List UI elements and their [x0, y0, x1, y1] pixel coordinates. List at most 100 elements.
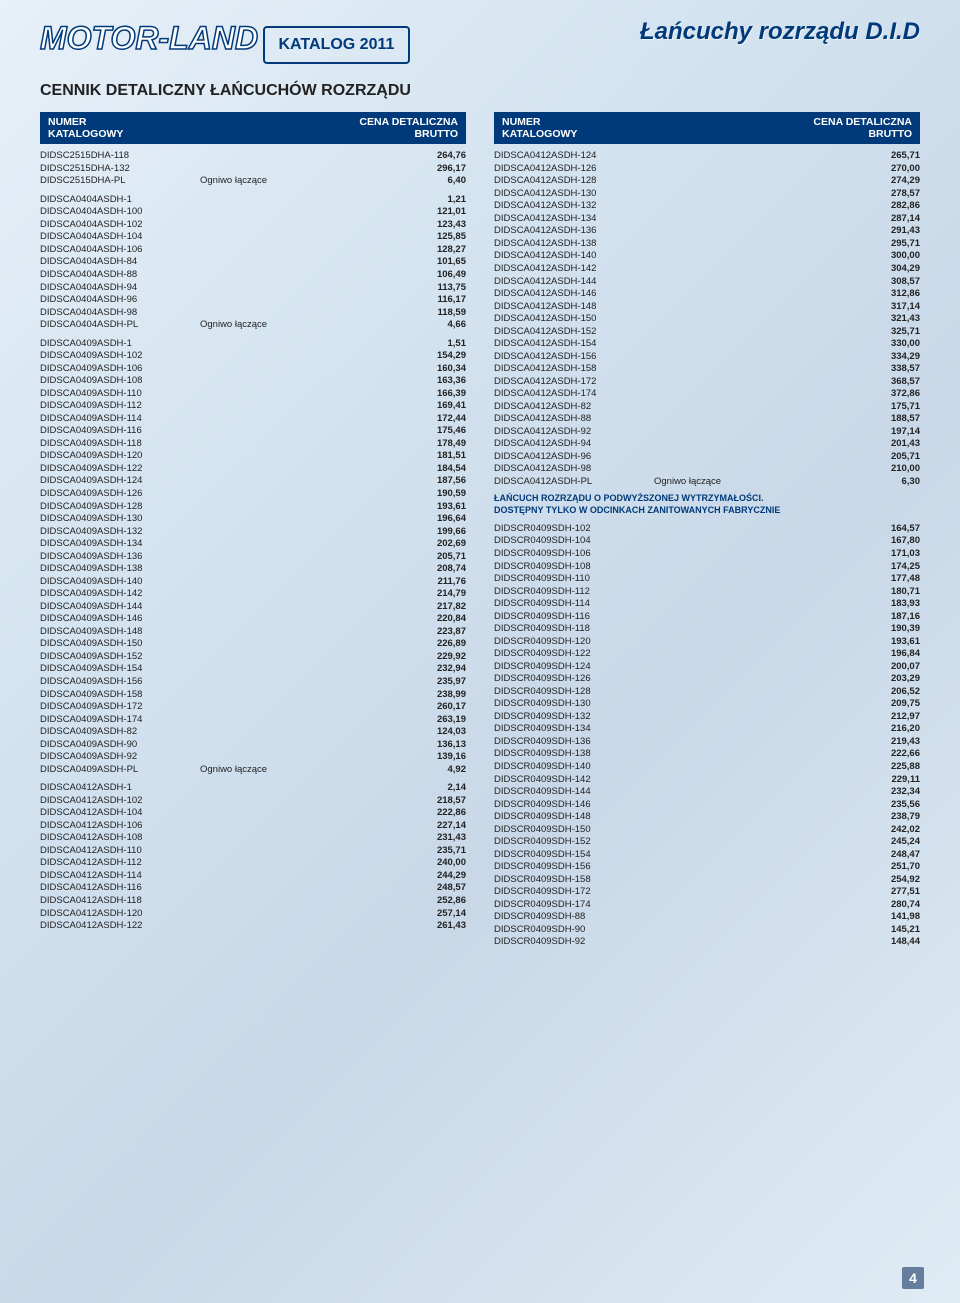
price-cell: 274,29: [860, 175, 920, 187]
price-cell: 291,43: [860, 225, 920, 237]
desc-cell: [654, 561, 860, 573]
desc-cell: [200, 895, 406, 907]
header-label: KATALOGOWY: [48, 128, 123, 140]
price-row: DIDSCA0412ASDH-96205,71: [494, 451, 920, 464]
price-row: DIDSCA0409ASDH-116175,46: [40, 425, 466, 438]
price-cell: 334,29: [860, 351, 920, 363]
price-cell: 216,20: [860, 723, 920, 735]
sku-cell: DIDSCA0409ASDH-174: [40, 714, 200, 726]
price-row: DIDSCR0409SDH-126203,29: [494, 673, 920, 686]
desc-cell: [654, 263, 860, 275]
price-cell: 209,75: [860, 698, 920, 710]
desc-cell: [654, 150, 860, 162]
price-cell: 317,14: [860, 301, 920, 313]
price-cell: 257,14: [406, 908, 466, 920]
desc-cell: [654, 301, 860, 313]
price-row: DIDSCA0412ASDH-146312,86: [494, 288, 920, 301]
desc-cell: Ogniwo łączące: [200, 764, 406, 776]
price-cell: 231,43: [406, 832, 466, 844]
desc-cell: [654, 598, 860, 610]
price-row: DIDSCA0412ASDH-88188,57: [494, 413, 920, 426]
sku-cell: DIDSCA0409ASDH-118: [40, 438, 200, 450]
desc-cell: [200, 807, 406, 819]
sku-cell: DIDSCA0409ASDH-120: [40, 450, 200, 462]
sku-cell: DIDSCA0409ASDH-122: [40, 463, 200, 475]
desc-cell: [200, 438, 406, 450]
price-row: DIDSCR0409SDH-90145,21: [494, 924, 920, 937]
desc-cell: [654, 376, 860, 388]
price-row: DIDSCA0412ASDH-PLOgniwo łączące6,30: [494, 476, 920, 489]
sku-cell: DIDSCA0412ASDH-156: [494, 351, 654, 363]
desc-cell: [654, 874, 860, 886]
desc-cell: [654, 836, 860, 848]
sku-cell: DIDSCA0409ASDH-154: [40, 663, 200, 675]
price-row: DIDSCA0404ASDH-88106,49: [40, 269, 466, 282]
sku-cell: DIDSCA0412ASDH-172: [494, 376, 654, 388]
price-cell: 177,48: [860, 573, 920, 585]
desc-cell: [654, 175, 860, 187]
price-cell: 217,82: [406, 601, 466, 613]
desc-cell: [200, 163, 406, 175]
brand-logo: MOTOR-LAND: [40, 20, 258, 57]
price-row: DIDSCA0409ASDH-106160,34: [40, 363, 466, 376]
sku-cell: DIDSCA0409ASDH-92: [40, 751, 200, 763]
price-cell: 282,86: [860, 200, 920, 212]
price-row: DIDSCA0412ASDH-82175,71: [494, 401, 920, 414]
desc-cell: [654, 523, 860, 535]
price-cell: 123,43: [406, 219, 466, 231]
price-row: DIDSCA0412ASDH-154330,00: [494, 338, 920, 351]
desc-cell: [200, 307, 406, 319]
header-label: NUMER: [502, 116, 577, 128]
price-row: DIDSCA0412ASDH-172368,57: [494, 376, 920, 389]
price-cell: 325,71: [860, 326, 920, 338]
price-row: DIDSCA0409ASDH-154232,94: [40, 663, 466, 676]
desc-cell: [654, 326, 860, 338]
price-row: DIDSCA0412ASDH-104222,86: [40, 807, 466, 820]
sku-cell: DIDSCR0409SDH-122: [494, 648, 654, 660]
sku-cell: DIDSCA0404ASDH-102: [40, 219, 200, 231]
desc-cell: [654, 698, 860, 710]
right-column: NUMER KATALOGOWY CENA DETALICZNA BRUTTO …: [494, 112, 920, 949]
sku-cell: DIDSCR0409SDH-132: [494, 711, 654, 723]
price-row: DIDSCR0409SDH-112180,71: [494, 585, 920, 598]
sku-cell: DIDSCA0409ASDH-142: [40, 588, 200, 600]
price-row: DIDSCA0404ASDH-PLOgniwo łączące4,66: [40, 319, 466, 332]
sku-cell: DIDSCA0409ASDH-150: [40, 638, 200, 650]
desc-cell: [200, 920, 406, 932]
sku-cell: DIDSCA0412ASDH-112: [40, 857, 200, 869]
price-cell: 220,84: [406, 613, 466, 625]
desc-cell: [654, 413, 860, 425]
price-cell: 164,57: [860, 523, 920, 535]
sku-cell: DIDSCR0409SDH-136: [494, 736, 654, 748]
price-row: DIDSCR0409SDH-138222,66: [494, 748, 920, 761]
price-row: DIDSCR0409SDH-118190,39: [494, 623, 920, 636]
price-cell: 254,92: [860, 874, 920, 886]
sku-cell: DIDSCA0412ASDH-116: [40, 882, 200, 894]
sku-cell: DIDSCA0409ASDH-110: [40, 388, 200, 400]
sku-cell: DIDSCA0412ASDH-92: [494, 426, 654, 438]
price-cell: 223,87: [406, 626, 466, 638]
sku-cell: DIDSCA0404ASDH-96: [40, 294, 200, 306]
desc-cell: [200, 538, 406, 550]
sku-cell: DIDSCA0409ASDH-102: [40, 350, 200, 362]
price-cell: 321,43: [860, 313, 920, 325]
price-cell: 1,21: [406, 194, 466, 206]
sku-cell: DIDSCA0409ASDH-158: [40, 689, 200, 701]
sku-cell: DIDSCA0412ASDH-132: [494, 200, 654, 212]
price-cell: 312,86: [860, 288, 920, 300]
desc-cell: [200, 832, 406, 844]
sku-cell: DIDSCR0409SDH-172: [494, 886, 654, 898]
price-row: DIDSCA0412ASDH-150321,43: [494, 313, 920, 326]
sku-cell: DIDSCA0412ASDH-128: [494, 175, 654, 187]
price-cell: 175,71: [860, 401, 920, 413]
price-row: DIDSCA0409ASDH-110166,39: [40, 388, 466, 401]
desc-cell: [200, 526, 406, 538]
price-row: DIDSC2515DHA-PLOgniwo łączące6,40: [40, 175, 466, 188]
price-cell: 270,00: [860, 163, 920, 175]
price-cell: 187,56: [406, 475, 466, 487]
price-row: DIDSCR0409SDH-120193,61: [494, 636, 920, 649]
header-label: CENA DETALICZNA: [813, 116, 912, 128]
sku-cell: DIDSCA0409ASDH-132: [40, 526, 200, 538]
price-row: DIDSCA0412ASDH-112240,00: [40, 857, 466, 870]
sku-cell: DIDSCA0404ASDH-104: [40, 231, 200, 243]
